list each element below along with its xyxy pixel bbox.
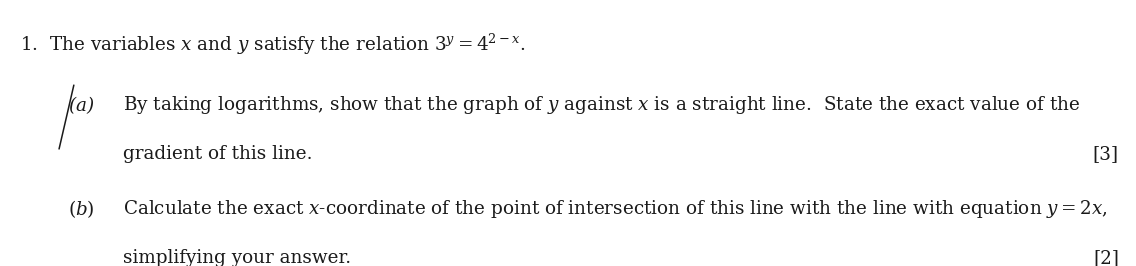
Text: Calculate the exact $x$-coordinate of the point of intersection of this line wit: Calculate the exact $x$-coordinate of th… [123,198,1108,220]
Text: ($a$): ($a$) [68,94,94,116]
Text: [2]: [2] [1093,249,1119,266]
Text: simplifying your answer.: simplifying your answer. [123,249,351,266]
Text: 1.  The variables $x$ and $y$ satisfy the relation $3^y = 4^{2-x}$.: 1. The variables $x$ and $y$ satisfy the… [20,32,526,57]
Text: ($b$): ($b$) [68,198,94,220]
Text: gradient of this line.: gradient of this line. [123,145,312,163]
Text: [3]: [3] [1093,145,1119,163]
Text: By taking logarithms, show that the graph of $y$ against $x$ is a straight line.: By taking logarithms, show that the grap… [123,94,1080,117]
